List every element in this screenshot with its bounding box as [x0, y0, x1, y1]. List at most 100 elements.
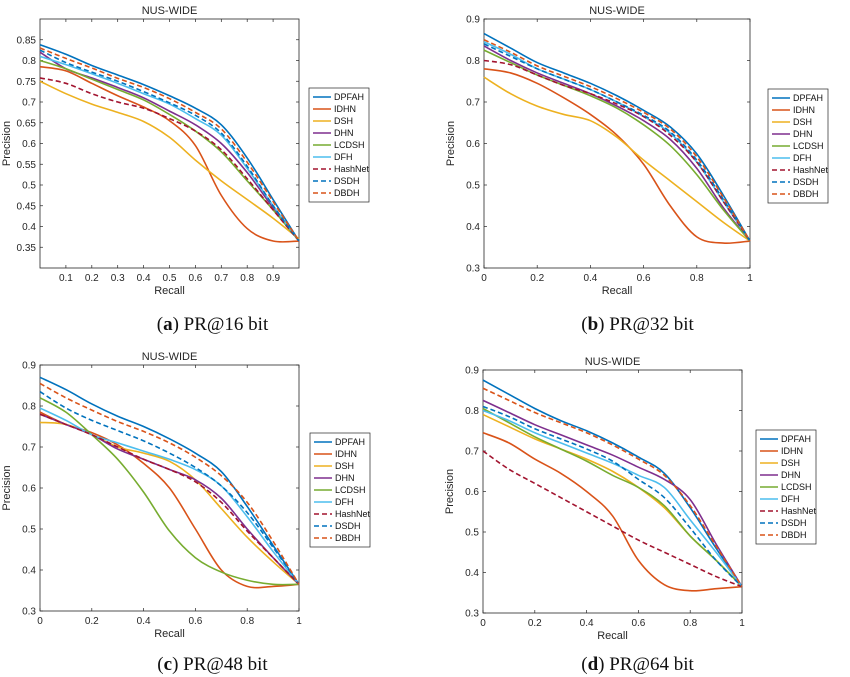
legend-label-lcdsh-c: LCDSH [335, 485, 366, 495]
x-tick-label-d: 0.8 [683, 618, 697, 629]
x-tick-label-b: 0.8 [690, 273, 704, 284]
x-tick-label-d: 0.2 [528, 618, 542, 629]
y-tick-label-a: 0.45 [17, 201, 37, 212]
legend-label-dpfah-c: DPFAH [335, 437, 365, 447]
legend-label-dsdh-a: DSDH [334, 176, 360, 186]
series-line-dsdh-c [39, 390, 300, 585]
y-tick-label-c: 0.9 [22, 361, 36, 372]
y-tick-label-a: 0.75 [17, 77, 37, 88]
legend-label-dsh-c: DSH [335, 461, 354, 471]
legend-label-dbdh-d: DBDH [781, 530, 807, 540]
series-line-dsh-b [483, 76, 751, 242]
legend-label-dhn-d: DHN [781, 470, 801, 480]
chart-panel-a: NUS-WIDE 0.1 0.2 0.3 0.4 0.5 0.6 0.7 0.8 0.9 0.35 0… [0, 0, 425, 337]
x-axis-label-d: Recall [597, 630, 628, 642]
y-tick-label-d: 0.7 [465, 447, 479, 458]
y-tick-label-a: 0.85 [17, 35, 37, 46]
y-tick-label-d: 0.4 [465, 568, 479, 579]
series-line-dsdh-d [482, 405, 743, 588]
legend-label-dpfah-d: DPFAH [781, 434, 811, 444]
legend-label-lcdsh-b: LCDSH [793, 141, 824, 151]
series-line-dfh-c [39, 407, 300, 585]
y-tick-label-b: 0.6 [466, 139, 480, 150]
legend-label-hashnet-b: HashNet [793, 165, 829, 175]
caption-d-text: PR@64 bit [609, 654, 694, 675]
chart-panel-b: NUS-WIDE 0 0.2 0.4 0.6 0.8 1 0.3 0.4 0.5 0.6 0.7 0.8… [425, 0, 850, 337]
chart-b: NUS-WIDE 0 0.2 0.4 0.6 0.8 1 0.3 0.4 0.5 0.6 0.7 0.8… [445, 5, 829, 297]
x-tick-label-d: 1 [739, 618, 745, 629]
series-line-dsdh-b [483, 43, 751, 242]
legend-label-idhn-c: IDHN [335, 449, 357, 459]
chart-panel-d: NUS-WIDE 0 0.2 0.4 0.6 0.8 1 0.3 0.4 0.5 0.6 0.7 0.8… [425, 340, 850, 677]
y-tick-label-b: 0.9 [466, 15, 480, 26]
x-tick-label-a: 0.8 [240, 273, 254, 284]
plot-area-a [39, 18, 300, 269]
series-line-dpfah-d [482, 379, 743, 588]
x-tick-label-a: 0.2 [85, 273, 99, 284]
legend-label-idhn-d: IDHN [781, 446, 803, 456]
chart-title-b: NUS-WIDE [589, 5, 645, 17]
y-tick-label-b: 0.4 [466, 222, 480, 233]
y-tick-label-c: 0.7 [22, 443, 36, 454]
y-tick-label-a: 0.65 [17, 118, 37, 129]
x-axis-label-b: Recall [602, 285, 633, 297]
series-line-dbdh-c [39, 382, 300, 585]
series-line-dfh-d [482, 409, 743, 588]
legend-label-dfh-d: DFH [781, 494, 800, 504]
legend-label-hashnet-c: HashNet [335, 509, 371, 519]
x-tick-label-a: 0.7 [214, 273, 228, 284]
x-tick-label-b: 0.4 [583, 273, 597, 284]
x-tick-label-b: 1 [747, 273, 753, 284]
series-line-idhn-a [39, 65, 300, 243]
x-tick-label-b: 0.2 [530, 273, 544, 284]
y-tick-label-a: 0.4 [22, 222, 36, 233]
y-tick-label-d: 0.8 [465, 406, 479, 417]
y-tick-label-b: 0.8 [466, 56, 480, 67]
y-tick-label-a: 0.7 [22, 98, 36, 109]
series-line-dpfah-c [39, 376, 300, 585]
plot-area-b [483, 18, 751, 269]
legend-label-dsdh-c: DSDH [335, 521, 361, 531]
x-tick-label-a: 0.6 [188, 273, 202, 284]
legend-label-dbdh-c: DBDH [335, 533, 361, 543]
y-axis-label-b: Precision [445, 121, 457, 166]
x-tick-label-b: 0.6 [637, 273, 651, 284]
y-tick-label-a: 0.8 [22, 56, 36, 67]
series-line-dhn-b [483, 45, 751, 242]
x-tick-label-c: 0.4 [137, 616, 151, 627]
series-line-dfh-a [39, 55, 300, 242]
y-tick-label-a: 0.55 [17, 160, 37, 171]
legend-label-dsdh-d: DSDH [781, 518, 807, 528]
y-tick-label-c: 0.3 [22, 607, 36, 618]
series-line-hashnet-a [39, 77, 300, 242]
legend-label-dsdh-b: DSDH [793, 177, 819, 187]
series-line-hashnet-b [483, 59, 751, 242]
legend-label-hashnet-a: HashNet [334, 164, 370, 174]
y-tick-label-d: 0.3 [465, 609, 479, 620]
series-line-lcdsh-c [39, 397, 300, 586]
y-tick-label-a: 0.6 [22, 139, 36, 150]
series-line-dsh-a [39, 80, 300, 240]
series-line-idhn-d [482, 432, 743, 592]
series-line-idhn-b [483, 68, 751, 245]
series-line-dbdh-d [482, 387, 743, 588]
x-tick-label-d: 0.4 [580, 618, 594, 629]
y-axis-label-d: Precision [444, 469, 456, 514]
legend-label-dhn-c: DHN [335, 473, 355, 483]
series-line-lcdsh-b [483, 49, 751, 242]
x-tick-label-c: 0.8 [240, 616, 254, 627]
caption-c-text: PR@48 bit [183, 654, 268, 675]
x-tick-label-c: 1 [296, 616, 302, 627]
chart-title-d: NUS-WIDE [585, 356, 641, 368]
legend-label-dbdh-a: DBDH [334, 188, 360, 198]
chart-panel-c: NUS-WIDE 0 0.2 0.4 0.6 0.8 1 0.3 0.4 0.5 0.6 0.7 0.8… [0, 340, 425, 677]
legend-label-lcdsh-d: LCDSH [781, 482, 812, 492]
caption-c: (c) PR@48 bit [157, 654, 268, 675]
series-line-dsdh-a [39, 49, 300, 242]
x-tick-label-a: 0.9 [266, 273, 280, 284]
x-tick-label-a: 0.5 [163, 273, 177, 284]
series-line-dhn-d [482, 399, 743, 588]
legend-label-idhn-b: IDHN [793, 105, 815, 115]
x-tick-label-a: 0.4 [137, 273, 151, 284]
series-line-hashnet-d [482, 450, 743, 588]
